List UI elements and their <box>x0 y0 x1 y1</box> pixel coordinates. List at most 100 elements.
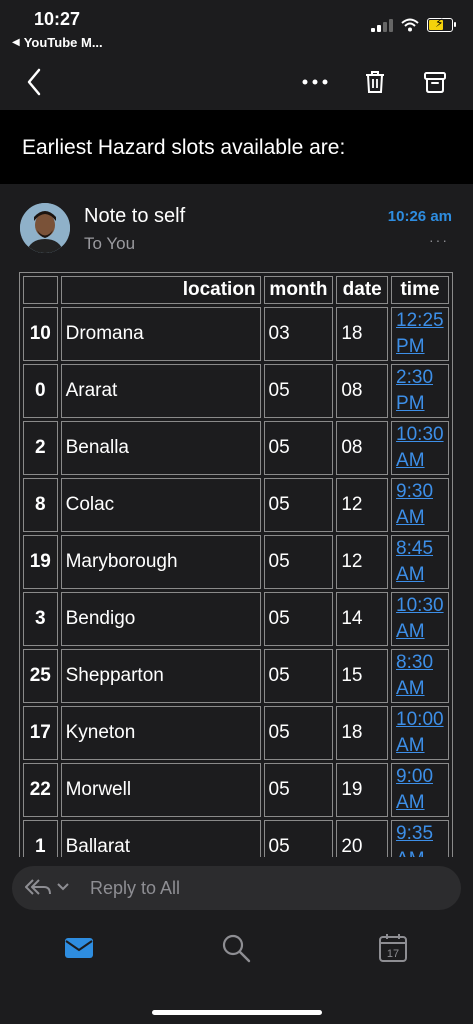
date-cell: 12 <box>336 478 389 532</box>
date-cell: 19 <box>336 763 389 817</box>
header-time: time <box>391 276 449 304</box>
email-subject-bar: Earliest Hazard slots available are: <box>0 110 473 184</box>
row-index: 10 <box>23 307 58 361</box>
cellular-signal-icon <box>371 18 393 32</box>
time-link[interactable]: 10:30 AM <box>396 422 444 474</box>
location-cell: Benalla <box>60 421 261 475</box>
time-value: 9:35 <box>396 823 434 844</box>
home-indicator <box>152 1010 322 1015</box>
time-value: 8:45 <box>396 538 434 559</box>
location-cell: Dromana <box>60 307 261 361</box>
time-meridiem: AM <box>396 450 425 471</box>
location-cell: Maryborough <box>60 535 261 589</box>
time-meridiem: AM <box>396 849 425 857</box>
date-cell: 15 <box>336 649 389 703</box>
month-cell: 05 <box>263 421 334 475</box>
battery-icon: ⚡ <box>427 16 456 32</box>
recipient-line[interactable]: To You <box>84 234 136 253</box>
sender-header: Note to self To You 10:26 am ··· <box>0 184 473 270</box>
row-index: 3 <box>23 592 58 646</box>
status-icons: ⚡ <box>371 16 456 32</box>
ellipsis-icon <box>302 79 328 85</box>
month-cell: 05 <box>263 649 334 703</box>
avatar-photo-icon <box>20 203 70 253</box>
tab-bar: 17 <box>0 920 473 1024</box>
time-meridiem: AM <box>396 564 425 585</box>
month-cell: 05 <box>263 763 334 817</box>
time-cell: 8:45 AM <box>391 535 449 589</box>
table-row: 3 Bendigo 05 14 10:30 AM <box>23 592 449 646</box>
more-options-button[interactable] <box>301 68 329 96</box>
time-link[interactable]: 12:25 PM <box>396 308 444 360</box>
row-index: 19 <box>23 535 58 589</box>
row-index: 25 <box>23 649 58 703</box>
time-cell: 10:30 AM <box>391 592 449 646</box>
month-cell: 03 <box>263 307 334 361</box>
time-link[interactable]: 9:00 AM <box>396 764 444 816</box>
location-cell: Shepparton <box>60 649 261 703</box>
date-cell: 12 <box>336 535 389 589</box>
tab-search[interactable] <box>220 932 252 964</box>
archive-button[interactable] <box>421 68 449 96</box>
message-toolbar <box>0 56 473 110</box>
time-link[interactable]: 8:45 AM <box>396 536 444 588</box>
time-cell: 9:00 AM <box>391 763 449 817</box>
month-cell: 05 <box>263 535 334 589</box>
avatar[interactable] <box>20 203 70 253</box>
time-value: 9:00 <box>396 766 434 787</box>
header-index <box>23 276 58 304</box>
time-value: 12:25 <box>396 310 444 331</box>
time-link[interactable]: 2:30 PM <box>396 365 444 417</box>
date-cell: 18 <box>336 307 389 361</box>
month-cell: 05 <box>263 364 334 418</box>
time-link[interactable]: 9:35 AM <box>396 821 444 857</box>
email-body: location month date time 10 Dromana 03 18 12… <box>19 272 453 857</box>
email-subject: Earliest Hazard slots available are: <box>22 136 346 159</box>
message-more-button[interactable]: ··· <box>429 232 449 248</box>
delete-button[interactable] <box>361 68 389 96</box>
reply-all-button[interactable]: Reply to All <box>12 866 461 910</box>
date-cell: 18 <box>336 706 389 760</box>
time-link[interactable]: 10:30 AM <box>396 593 444 645</box>
row-index: 2 <box>23 421 58 475</box>
time-meridiem: PM <box>396 393 425 414</box>
tab-calendar[interactable]: 17 <box>377 932 409 964</box>
month-cell: 05 <box>263 820 334 857</box>
time-meridiem: AM <box>396 621 425 642</box>
table-row: 8 Colac 05 12 9:30 AM <box>23 478 449 532</box>
archive-icon <box>424 72 446 93</box>
table-row: 10 Dromana 03 18 12:25 PM <box>23 307 449 361</box>
date-cell: 14 <box>336 592 389 646</box>
time-cell: 2:30 PM <box>391 364 449 418</box>
time-link[interactable]: 10:00 AM <box>396 707 444 759</box>
table-row: 19 Maryborough 05 12 8:45 AM <box>23 535 449 589</box>
search-icon <box>222 934 251 963</box>
date-cell: 08 <box>336 421 389 475</box>
table-row: 2 Benalla 05 08 10:30 AM <box>23 421 449 475</box>
row-index: 0 <box>23 364 58 418</box>
location-cell: Morwell <box>60 763 261 817</box>
back-button[interactable] <box>20 68 48 96</box>
tab-mail[interactable] <box>63 932 95 964</box>
header-month: month <box>263 276 334 304</box>
time-value: 10:00 <box>396 709 444 730</box>
status-bar: 10:27 ◀ YouTube M... ⚡ <box>0 0 473 56</box>
time-cell: 9:35 AM <box>391 820 449 857</box>
time-cell: 12:25 PM <box>391 307 449 361</box>
header-location: location <box>60 276 261 304</box>
table-row: 22 Morwell 05 19 9:00 AM <box>23 763 449 817</box>
time-link[interactable]: 8:30 AM <box>396 650 444 702</box>
calendar-day: 17 <box>387 948 399 960</box>
time-cell: 9:30 AM <box>391 478 449 532</box>
month-cell: 05 <box>263 478 334 532</box>
back-to-app-link[interactable]: ◀ YouTube M... <box>12 35 103 50</box>
chevron-down-icon[interactable] <box>56 882 70 892</box>
time-link[interactable]: 9:30 AM <box>396 479 444 531</box>
back-triangle-icon: ◀ <box>12 37 20 48</box>
time-meridiem: AM <box>396 735 425 756</box>
month-cell: 05 <box>263 706 334 760</box>
time-meridiem: AM <box>396 678 425 699</box>
reply-all-icon <box>25 879 51 895</box>
time-meridiem: PM <box>396 336 425 357</box>
table-row: 0 Ararat 05 08 2:30 PM <box>23 364 449 418</box>
